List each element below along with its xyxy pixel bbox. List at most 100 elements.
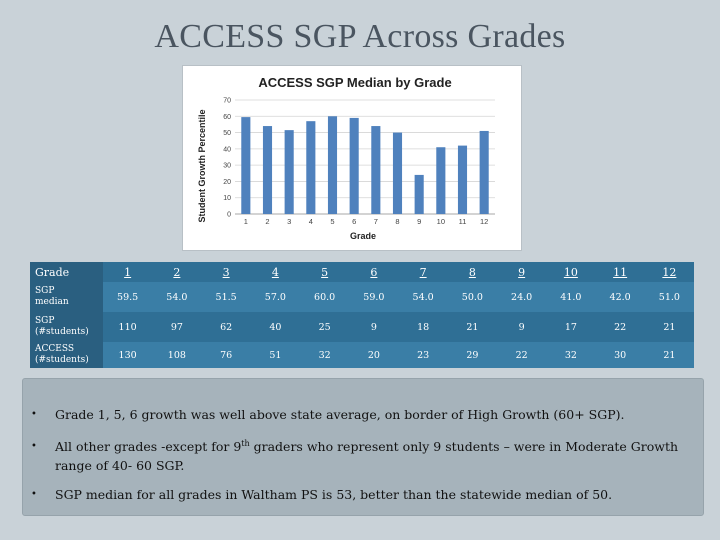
x-tick-label: 5 (330, 217, 334, 226)
table-header-row: Grade 1 2 3 4 5 6 7 8 9 10 11 12 (30, 262, 694, 282)
y-tick-label: 30 (223, 163, 231, 170)
table-cell: 41.0 (546, 282, 596, 312)
table-cell: 60.0 (300, 282, 350, 312)
bullet-marker: • (31, 489, 37, 500)
row-label-line: median (35, 297, 69, 307)
table-cell: 50.0 (447, 282, 497, 312)
table-cell: 54.0 (398, 282, 448, 312)
y-tick-label: 0 (227, 212, 231, 219)
table-cell: 22 (595, 312, 645, 342)
table-header-grade: 5 (300, 262, 350, 282)
x-tick-label: 10 (437, 217, 445, 226)
table-cell: 97 (152, 312, 202, 342)
table-cell: 42.0 (595, 282, 645, 312)
table-header-grade: 8 (447, 262, 497, 282)
y-tick-label: 60 (223, 114, 231, 121)
table-header-grade: 7 (398, 262, 448, 282)
x-tick-label: 8 (395, 217, 399, 226)
x-tick-label: 3 (287, 217, 291, 226)
y-tick-label: 70 (223, 98, 231, 105)
table-cell: 23 (398, 342, 448, 368)
x-tick-label: 12 (480, 217, 488, 226)
y-tick-label: 10 (223, 195, 231, 202)
chart-bar (262, 126, 273, 214)
bar-chart: ACCESS SGP Median by Grade Student Growt… (197, 75, 495, 241)
table-cell: 32 (546, 342, 596, 368)
table-row-access-students: ACCESS (#students) 130 108 76 51 32 20 23 29 22 3… (30, 342, 694, 368)
row-label: ACCESS (#students) (30, 342, 103, 368)
table-header-grade: 2 (152, 262, 202, 282)
chart-bar (284, 130, 294, 214)
bullet-marker: • (31, 441, 37, 452)
table-cell: 9 (497, 312, 547, 342)
table-cell: 30 (595, 342, 645, 368)
x-tick-label: 2 (265, 217, 269, 226)
row-label-line: (#students) (35, 327, 89, 337)
table-cell: 9 (349, 312, 399, 342)
chart-bar (349, 117, 359, 214)
table-header-grade: 9 (497, 262, 547, 282)
x-tick-label: 1 (244, 217, 248, 226)
chart-bar (479, 130, 489, 214)
table-cell: 21 (644, 342, 694, 368)
table-cell: 22 (497, 342, 547, 368)
table-cell: 59.0 (349, 282, 399, 312)
y-tick-label: 20 (223, 179, 231, 186)
grade-table-container: Grade 1 2 3 4 5 6 7 8 9 10 11 12 SGP median 59.5 54.… (30, 262, 694, 368)
table-row-sgp-median: SGP median 59.5 54.0 51.5 57.0 60.0 59.0 54.0 5… (30, 282, 694, 312)
table-cell: 51 (250, 342, 300, 368)
table-cell: 21 (447, 312, 497, 342)
bullet-marker: • (31, 409, 37, 420)
table-header-label: Grade (30, 262, 103, 282)
row-label-line: (#students) (35, 355, 89, 365)
table-cell: 130 (103, 342, 153, 368)
table-header-grade: 12 (644, 262, 694, 282)
x-tick-label: 11 (459, 217, 467, 226)
table-header-grade: 3 (201, 262, 251, 282)
x-tick-label: 4 (309, 217, 313, 226)
row-label: SGP (#students) (30, 312, 103, 342)
bullet-text-part: graders who represent only 9 students – … (55, 439, 679, 473)
table-header-grade: 4 (250, 262, 300, 282)
y-tick-label: 40 (223, 146, 231, 153)
row-label-line: SGP (35, 316, 55, 326)
chart-bar (392, 132, 403, 214)
chart-ylabel: Student Growth Percentile (197, 109, 207, 222)
bullet-text: SGP median for all grades in Waltham PS … (55, 487, 613, 502)
table-cell: 62 (201, 312, 251, 342)
table-cell: 54.0 (152, 282, 202, 312)
row-label-line: ACCESS (35, 344, 75, 354)
bullet-text: All other grades -except for 9th graders… (55, 437, 695, 475)
table-header-grade: 11 (595, 262, 645, 282)
table-cell: 24.0 (497, 282, 547, 312)
chart-bar (306, 121, 316, 214)
table-cell: 76 (201, 342, 251, 368)
chart-bar (241, 117, 251, 214)
chart-bar (457, 145, 468, 214)
table-cell: 59.5 (103, 282, 153, 312)
bullet-superscript: th (241, 438, 250, 448)
row-label-line: SGP (35, 286, 55, 296)
table-cell: 21 (644, 312, 694, 342)
bullet-text-part: All other grades -except for 9 (55, 439, 242, 454)
chart-title: ACCESS SGP Median by Grade (258, 75, 451, 90)
table-cell: 40 (250, 312, 300, 342)
grade-table: Grade 1 2 3 4 5 6 7 8 9 10 11 12 SGP median 59.5 54.… (30, 262, 694, 368)
row-label: SGP median (30, 282, 103, 312)
bullet-text: Grade 1, 5, 6 growth was well above stat… (55, 407, 625, 422)
chart-bar (371, 126, 381, 214)
chart-bar (414, 174, 424, 214)
table-cell: 25 (300, 312, 350, 342)
table-cell: 29 (447, 342, 497, 368)
slide-title: ACCESS SGP Across Grades (154, 18, 566, 55)
table-row-sgp-students: SGP (#students) 110 97 62 40 25 9 18 21 9 17 22 21 (30, 312, 694, 342)
table-cell: 32 (300, 342, 350, 368)
x-tick-label: 6 (352, 217, 356, 226)
table-cell: 57.0 (250, 282, 300, 312)
bullet-list: • Grade 1, 5, 6 growth was well above st… (22, 378, 704, 516)
chart-bar (436, 147, 446, 214)
table-cell: 51.0 (644, 282, 694, 312)
table-cell: 108 (152, 342, 202, 368)
table-cell: 17 (546, 312, 596, 342)
chart-bar (327, 116, 338, 214)
